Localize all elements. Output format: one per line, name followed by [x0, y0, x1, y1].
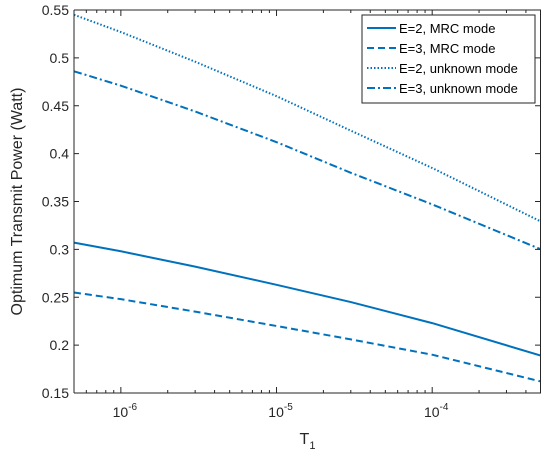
x-tick-label-exponent: -4: [440, 402, 449, 413]
y-tick-label: 0.55: [42, 2, 69, 18]
legend-label-1: E=2, MRC mode: [399, 21, 495, 36]
y-tick-label: 0.4: [50, 146, 70, 162]
x-tick-label-base: 10: [113, 404, 129, 420]
y-tick-label: 0.5: [50, 50, 70, 66]
x-tick-label: 10-6: [113, 402, 138, 420]
series-line-2: [73, 291, 541, 383]
legend-label-3: E=2, unknown mode: [399, 61, 518, 76]
y-tick-label: 0.45: [42, 98, 69, 114]
x-tick-label-exponent: -5: [284, 402, 293, 413]
x-tick-label-base: 10: [424, 404, 440, 420]
legend-label-2: E=3, MRC mode: [399, 41, 495, 56]
x-axis-title-main: T: [300, 431, 310, 448]
x-tick-label-base: 10: [268, 404, 284, 420]
y-tick-label: 0.3: [50, 241, 70, 257]
y-tick-label: 0.35: [42, 194, 69, 210]
legend-label-4: E=3, unknown mode: [399, 81, 518, 96]
y-tick-label: 0.25: [42, 289, 69, 305]
y-tick-label: 0.15: [42, 385, 69, 401]
x-axis-title: T1: [300, 431, 316, 452]
legend: E=2, MRC mode E=3, MRC mode E=2, unknown m…: [361, 14, 536, 104]
x-tick-label: 10-4: [424, 402, 449, 420]
y-axis-title: Optimum Transmit Power (Watt): [9, 88, 26, 316]
series-line-1: [73, 241, 541, 357]
series-line-4: [73, 70, 541, 251]
x-tick-label-exponent: -6: [128, 402, 137, 413]
series-line-3: [73, 13, 541, 223]
x-tick-label: 10-5: [268, 402, 293, 420]
x-axis-title-subscript: 1: [309, 440, 315, 452]
y-tick-label: 0.2: [50, 337, 70, 353]
series-group: [73, 13, 541, 383]
